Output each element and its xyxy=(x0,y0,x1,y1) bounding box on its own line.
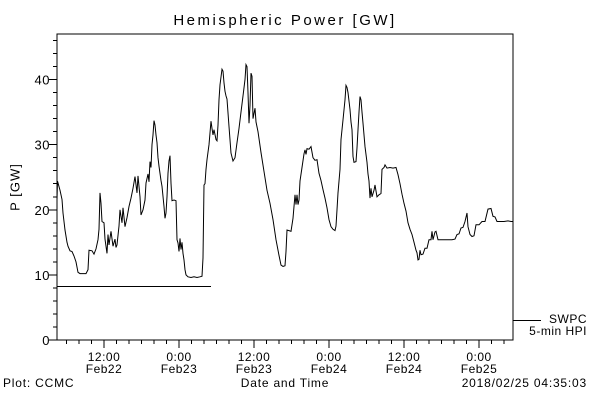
x-tick-date-label: Feb23 xyxy=(236,362,273,376)
axis-ticks xyxy=(49,40,505,348)
x-tick-date-label: Feb25 xyxy=(461,362,498,376)
x-tick-time-label: 0:00 xyxy=(466,350,491,364)
legend: SWPC 5-min HPI xyxy=(529,313,587,337)
x-tick-time-label: 0:00 xyxy=(316,350,341,364)
y-tick-labels: 0 10 20 30 40 xyxy=(35,73,50,348)
x-tick-date-label: Feb24 xyxy=(311,362,348,376)
plot-border xyxy=(56,33,514,341)
y-tick-label: 0 xyxy=(42,333,50,348)
y-tick-label: 30 xyxy=(35,138,50,153)
x-tick-time-label: 12:00 xyxy=(238,350,271,364)
legend-line-sample xyxy=(513,320,541,321)
x-tick-date-label: Feb22 xyxy=(86,362,123,376)
chart-title: Hemispheric Power [GW] xyxy=(173,12,397,29)
x-tick-date-label: Feb23 xyxy=(161,362,198,376)
legend-series-label: 5-min HPI xyxy=(529,324,587,338)
x-axis-label: Date and Time xyxy=(240,376,330,390)
x-tick-time-label: 12:00 xyxy=(88,350,121,364)
x-tick-time-label: 12:00 xyxy=(388,350,421,364)
plot-timestamp: 2018/02/25 04:35:03 xyxy=(461,376,587,390)
plot-credit: Plot: CCMC xyxy=(3,376,75,390)
x-tick-date-label: Feb24 xyxy=(386,362,423,376)
y-tick-label: 40 xyxy=(35,73,50,88)
legend-source-label: SWPC xyxy=(549,312,587,326)
x-tick-labels: 12:00Feb220:00Feb2312:00Feb230:00Feb2412… xyxy=(86,350,498,376)
y-tick-label: 10 xyxy=(35,268,50,283)
y-tick-label: 20 xyxy=(35,203,50,218)
hpi-series-line xyxy=(56,62,513,279)
x-tick-time-label: 0:00 xyxy=(166,350,191,364)
